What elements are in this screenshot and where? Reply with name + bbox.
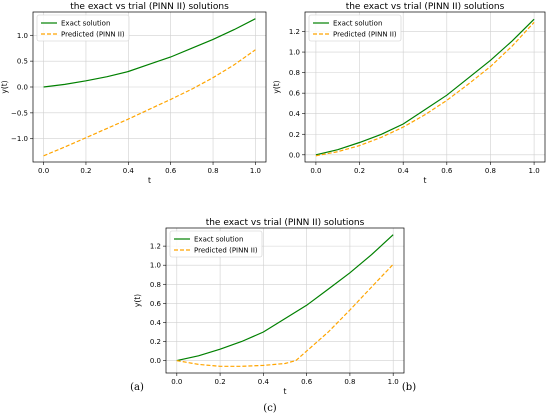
legend-label: Predicted (PINN II) xyxy=(194,247,258,255)
y-tick-label: 1.0 xyxy=(150,262,161,270)
x-tick-label: 0.6 xyxy=(301,378,313,386)
plot-frame xyxy=(304,11,546,163)
y-tick-label: 0.4 xyxy=(150,319,162,327)
x-tick-label: 0.2 xyxy=(80,167,91,175)
x-tick-label: 1.0 xyxy=(388,378,399,386)
x-tick-label: 0.4 xyxy=(258,378,270,386)
y-tick-label: 1.0 xyxy=(289,49,300,57)
legend-box xyxy=(308,14,402,42)
y-tick-label: 1.2 xyxy=(289,28,300,36)
plot-frame xyxy=(32,11,267,163)
legend-box xyxy=(169,230,263,258)
legend-label: Exact solution xyxy=(194,236,243,244)
x-tick-label: 0.6 xyxy=(441,167,453,175)
chart-title: the exact vs trial (PINN II) solutions xyxy=(346,2,505,12)
chart-b: the exact vs trial (PINN II) solutions 0.… xyxy=(272,2,546,185)
series-line-exact xyxy=(315,18,535,156)
y-tick-label: 0.2 xyxy=(289,131,300,139)
series-line-predicted xyxy=(176,263,394,367)
series-line-exact xyxy=(176,234,394,362)
x-tick-label: 0.0 xyxy=(38,167,49,175)
x-tick-label: 0.0 xyxy=(310,167,321,175)
legend-label: Exact solution xyxy=(61,20,110,28)
y-tick-label: −1.0 xyxy=(11,135,28,143)
x-axis-label: t xyxy=(148,176,151,185)
chart-title: the exact vs trial (PINN II) solutions xyxy=(206,218,365,228)
x-tick-label: 0.2 xyxy=(215,378,226,386)
x-tick-label: 0.8 xyxy=(485,167,496,175)
legend-box xyxy=(36,14,130,42)
y-tick-label: 1.2 xyxy=(150,243,161,251)
x-axis-label: t xyxy=(284,387,287,396)
x-tick-label: 0.8 xyxy=(207,167,218,175)
caption-c: (c) xyxy=(263,403,277,414)
chart-c: the exact vs trial (PINN II) solutions 0.… xyxy=(133,218,405,396)
x-tick-label: 1.0 xyxy=(250,167,261,175)
y-tick-label: 0.8 xyxy=(289,69,300,77)
y-axis-label: y(t) xyxy=(0,80,9,93)
series-line-predicted xyxy=(43,49,256,157)
x-tick-label: 1.0 xyxy=(529,167,540,175)
y-tick-label: 0.5 xyxy=(17,58,28,66)
y-axis-label: y(t) xyxy=(272,80,281,93)
y-tick-label: −0.5 xyxy=(11,109,28,117)
x-tick-label: 0.8 xyxy=(344,378,355,386)
y-tick-label: 0.6 xyxy=(150,300,162,308)
x-tick-label: 0.4 xyxy=(398,167,410,175)
series-line-exact xyxy=(43,18,256,88)
y-axis-label: y(t) xyxy=(133,294,142,307)
plot-frame xyxy=(165,227,405,374)
y-tick-label: 1.0 xyxy=(17,32,28,40)
legend-label: Predicted (PINN II) xyxy=(61,31,125,39)
y-tick-label: 0.4 xyxy=(289,110,301,118)
x-tick-label: 0.2 xyxy=(354,167,365,175)
y-tick-label: 0.2 xyxy=(150,338,161,346)
x-tick-label: 0.6 xyxy=(165,167,177,175)
chart-title: the exact vs trial (PINN II) solutions xyxy=(70,2,229,12)
chart-a: the exact vs trial (PINN II) solutions 0.… xyxy=(0,2,267,185)
y-tick-label: 0.0 xyxy=(17,84,28,92)
legend-label: Predicted (PINN II) xyxy=(333,31,397,39)
x-axis-label: t xyxy=(424,176,427,185)
y-tick-label: 0.0 xyxy=(150,357,161,365)
x-tick-label: 0.4 xyxy=(123,167,135,175)
series-line-predicted xyxy=(315,21,535,157)
caption-a: (a) xyxy=(130,382,144,393)
legend-label: Exact solution xyxy=(333,20,382,28)
y-tick-label: 0.0 xyxy=(289,151,300,159)
caption-b: (b) xyxy=(401,382,417,393)
y-tick-label: 0.8 xyxy=(150,281,161,289)
y-tick-label: 0.6 xyxy=(289,90,301,98)
x-tick-label: 0.0 xyxy=(171,378,182,386)
